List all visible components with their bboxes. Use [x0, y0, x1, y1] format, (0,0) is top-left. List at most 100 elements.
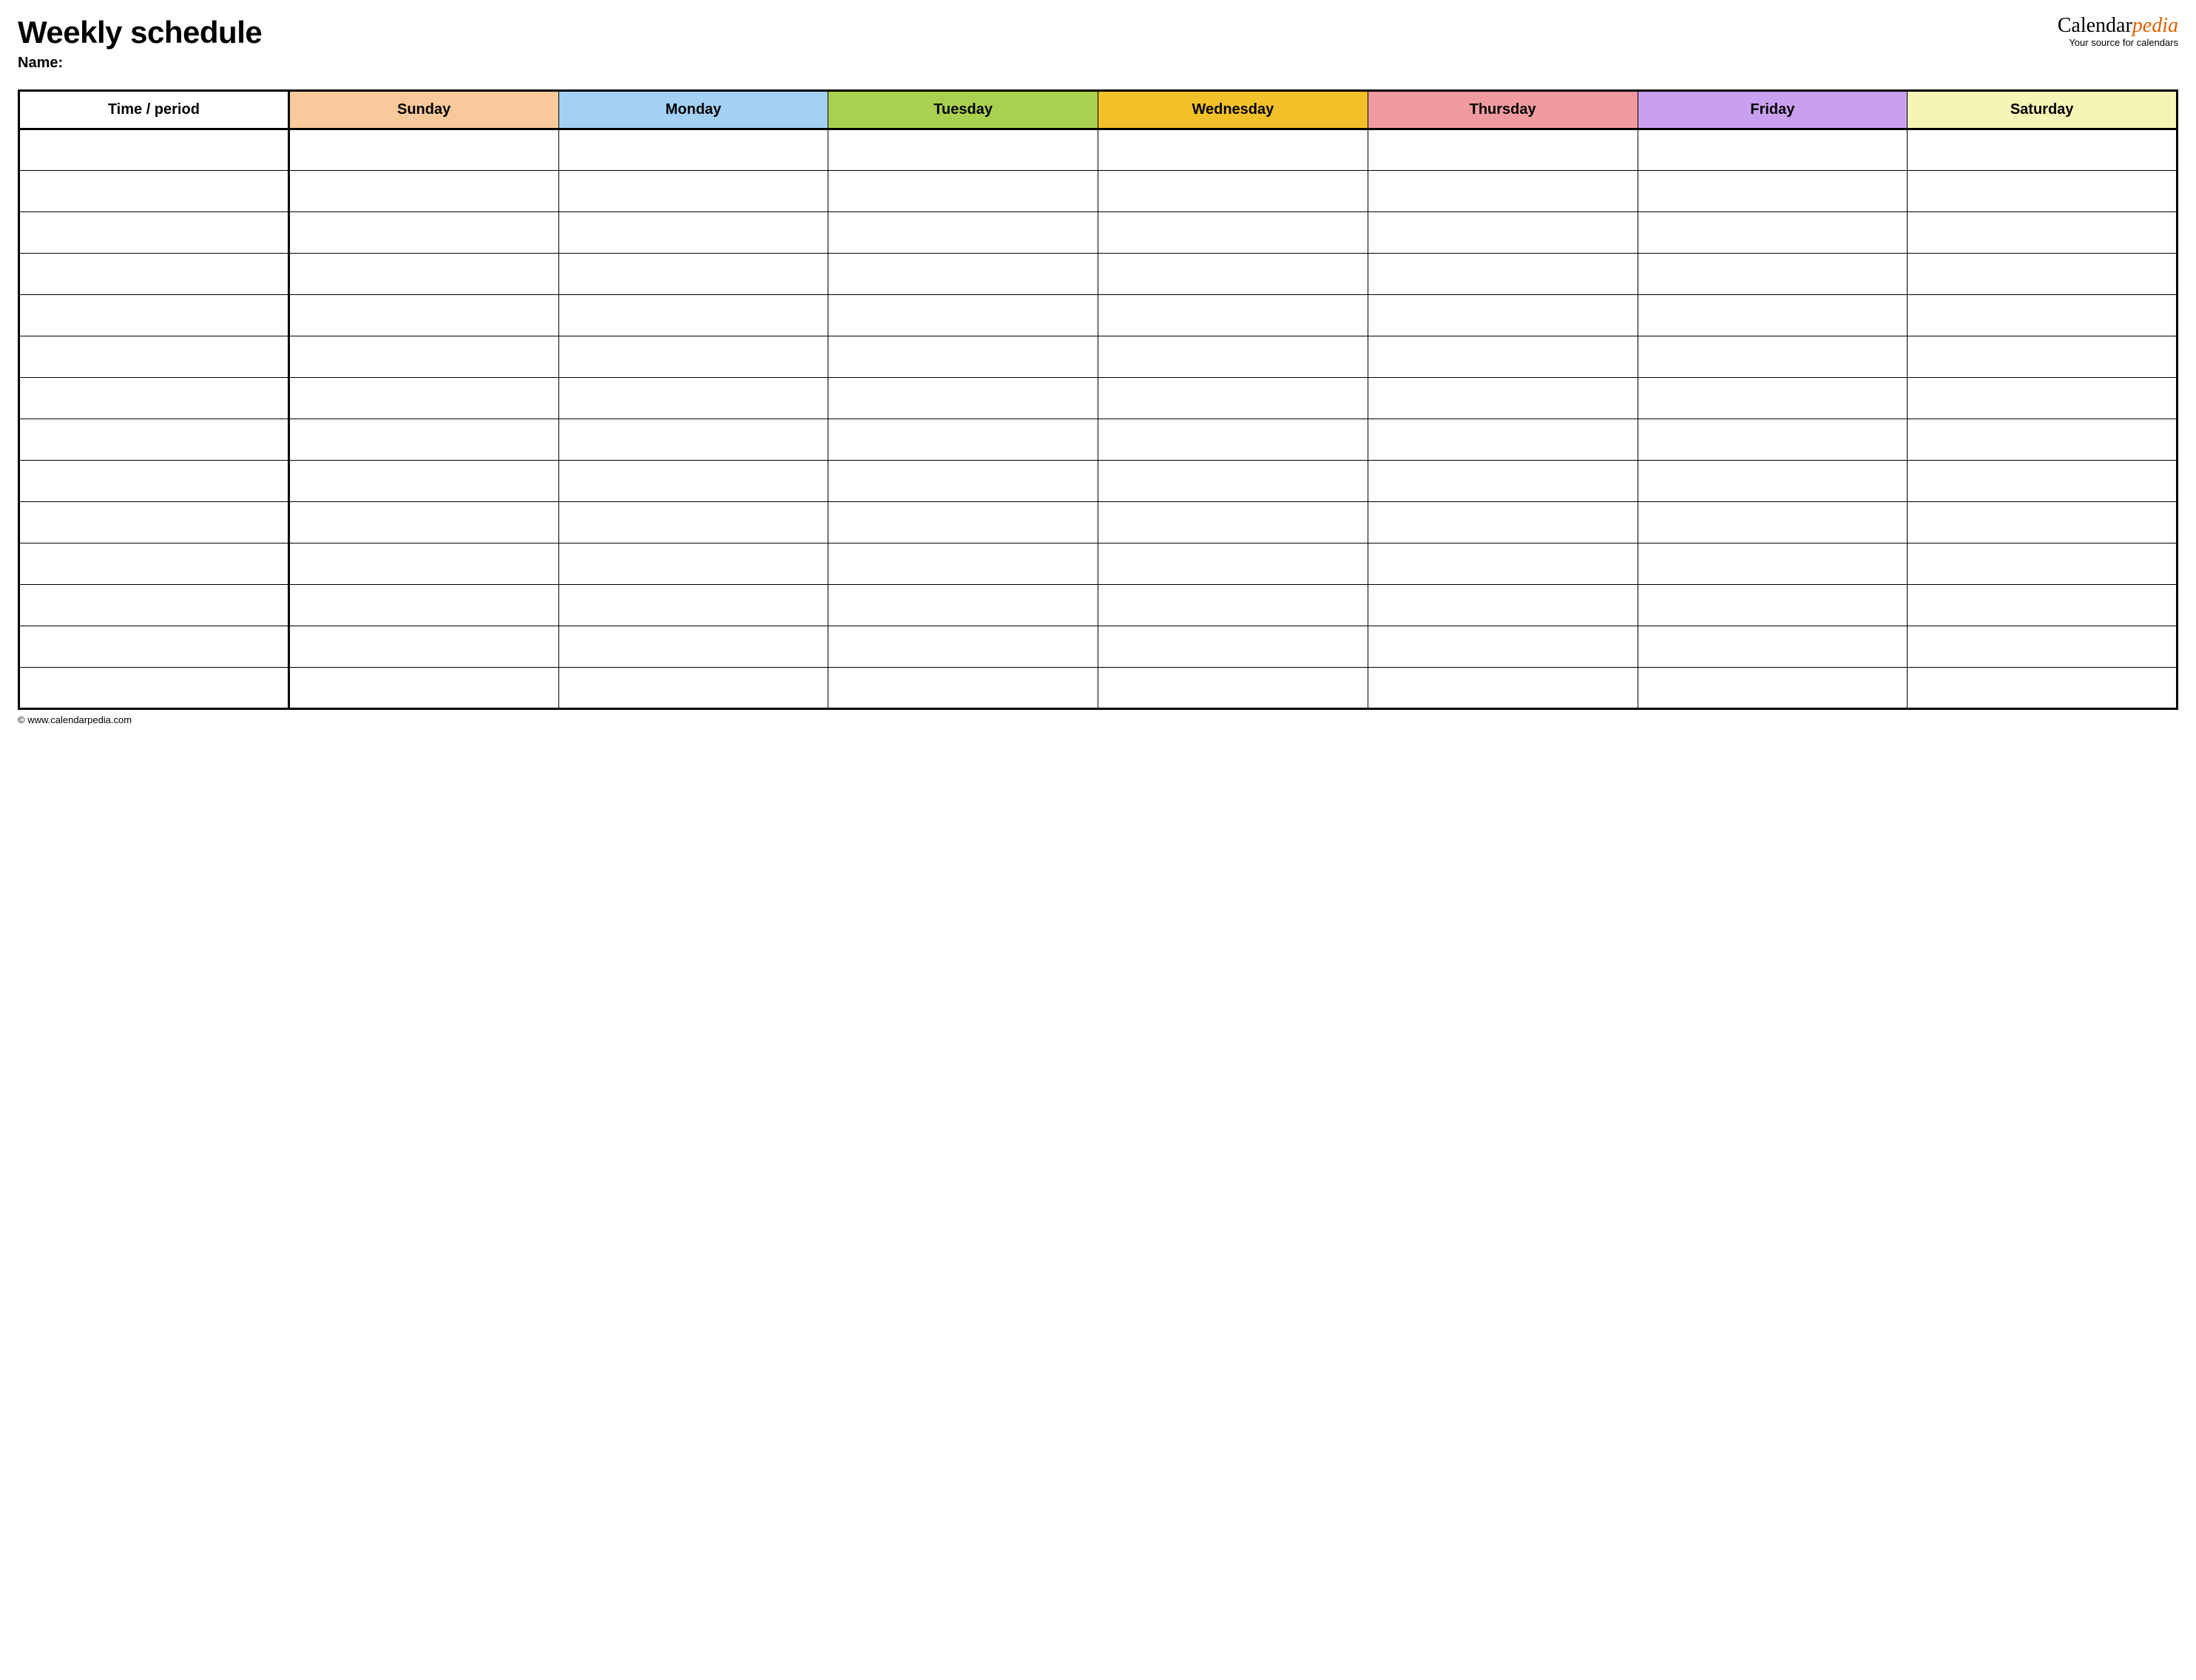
time-cell [19, 336, 289, 378]
schedule-cell [1098, 171, 1368, 212]
schedule-cell [1098, 543, 1368, 585]
time-cell [19, 626, 289, 668]
schedule-cell [288, 378, 558, 419]
schedule-cell [1368, 502, 1638, 543]
table-row [19, 254, 2178, 295]
schedule-cell [558, 585, 828, 626]
table-row [19, 212, 2178, 254]
schedule-cell [558, 461, 828, 502]
schedule-cell [1098, 254, 1368, 295]
schedule-cell [288, 212, 558, 254]
schedule-table: Time / period Sunday Monday Tuesday Wedn… [18, 89, 2178, 710]
brand-part2: pedia [2132, 14, 2178, 37]
time-cell [19, 543, 289, 585]
schedule-cell [288, 419, 558, 461]
schedule-cell [828, 378, 1098, 419]
schedule-cell [1098, 129, 1368, 171]
schedule-cell [828, 129, 1098, 171]
schedule-cell [288, 129, 558, 171]
schedule-cell [1908, 585, 2178, 626]
schedule-cell [1368, 585, 1638, 626]
schedule-cell [1098, 295, 1368, 336]
time-cell [19, 461, 289, 502]
day-header-sunday: Sunday [288, 91, 558, 129]
schedule-cell [1908, 295, 2178, 336]
schedule-cell [558, 171, 828, 212]
schedule-cell [1098, 336, 1368, 378]
schedule-cell [288, 171, 558, 212]
schedule-cell [828, 585, 1098, 626]
schedule-cell [1638, 378, 1908, 419]
day-header-thursday: Thursday [1368, 91, 1638, 129]
schedule-cell [1368, 543, 1638, 585]
schedule-cell [1908, 129, 2178, 171]
schedule-cell [288, 626, 558, 668]
schedule-cell [558, 668, 828, 709]
day-header-saturday: Saturday [1908, 91, 2178, 129]
brand-logo: Calendarpedia [2058, 15, 2178, 38]
schedule-cell [1908, 254, 2178, 295]
schedule-cell [1908, 502, 2178, 543]
day-header-wednesday: Wednesday [1098, 91, 1368, 129]
schedule-cell [1098, 585, 1368, 626]
schedule-cell [288, 461, 558, 502]
schedule-cell [558, 378, 828, 419]
schedule-cell [828, 171, 1098, 212]
table-row [19, 543, 2178, 585]
schedule-cell [1368, 461, 1638, 502]
schedule-cell [1638, 419, 1908, 461]
schedule-cell [828, 419, 1098, 461]
table-row [19, 295, 2178, 336]
schedule-cell [1368, 295, 1638, 336]
schedule-cell [558, 502, 828, 543]
schedule-cell [1638, 668, 1908, 709]
schedule-cell [1638, 461, 1908, 502]
schedule-cell [288, 295, 558, 336]
schedule-cell [558, 212, 828, 254]
table-row [19, 626, 2178, 668]
time-cell [19, 129, 289, 171]
time-cell [19, 668, 289, 709]
schedule-cell [558, 295, 828, 336]
time-cell [19, 212, 289, 254]
name-label: Name: [18, 55, 2178, 72]
header-row: Time / period Sunday Monday Tuesday Wedn… [19, 91, 2178, 129]
brand-tagline: Your source for calendars [2058, 38, 2178, 48]
schedule-cell [1368, 212, 1638, 254]
schedule-cell [828, 543, 1098, 585]
schedule-cell [828, 461, 1098, 502]
schedule-cell [828, 502, 1098, 543]
schedule-cell [288, 585, 558, 626]
schedule-cell [828, 668, 1098, 709]
schedule-cell [1638, 336, 1908, 378]
schedule-cell [288, 668, 558, 709]
schedule-cell [828, 336, 1098, 378]
time-cell [19, 295, 289, 336]
schedule-cell [1908, 378, 2178, 419]
schedule-cell [828, 626, 1098, 668]
schedule-cell [1098, 378, 1368, 419]
table-row [19, 171, 2178, 212]
time-cell [19, 419, 289, 461]
schedule-cell [558, 419, 828, 461]
schedule-cell [1368, 378, 1638, 419]
time-cell [19, 378, 289, 419]
schedule-cell [1638, 171, 1908, 212]
schedule-cell [1908, 419, 2178, 461]
time-cell [19, 502, 289, 543]
schedule-cell [1908, 626, 2178, 668]
schedule-cell [1098, 626, 1368, 668]
schedule-cell [1368, 171, 1638, 212]
schedule-body [19, 129, 2178, 709]
schedule-cell [558, 336, 828, 378]
table-row [19, 419, 2178, 461]
schedule-cell [1098, 419, 1368, 461]
footer-copyright: © www.calendarpedia.com [18, 714, 2178, 725]
schedule-cell [1368, 254, 1638, 295]
schedule-cell [1368, 419, 1638, 461]
header-row: Weekly schedule Calendarpedia Your sourc… [18, 15, 2178, 50]
day-header-tuesday: Tuesday [828, 91, 1098, 129]
brand-part1: Calendar [2058, 14, 2132, 37]
table-row [19, 378, 2178, 419]
schedule-cell [1638, 585, 1908, 626]
